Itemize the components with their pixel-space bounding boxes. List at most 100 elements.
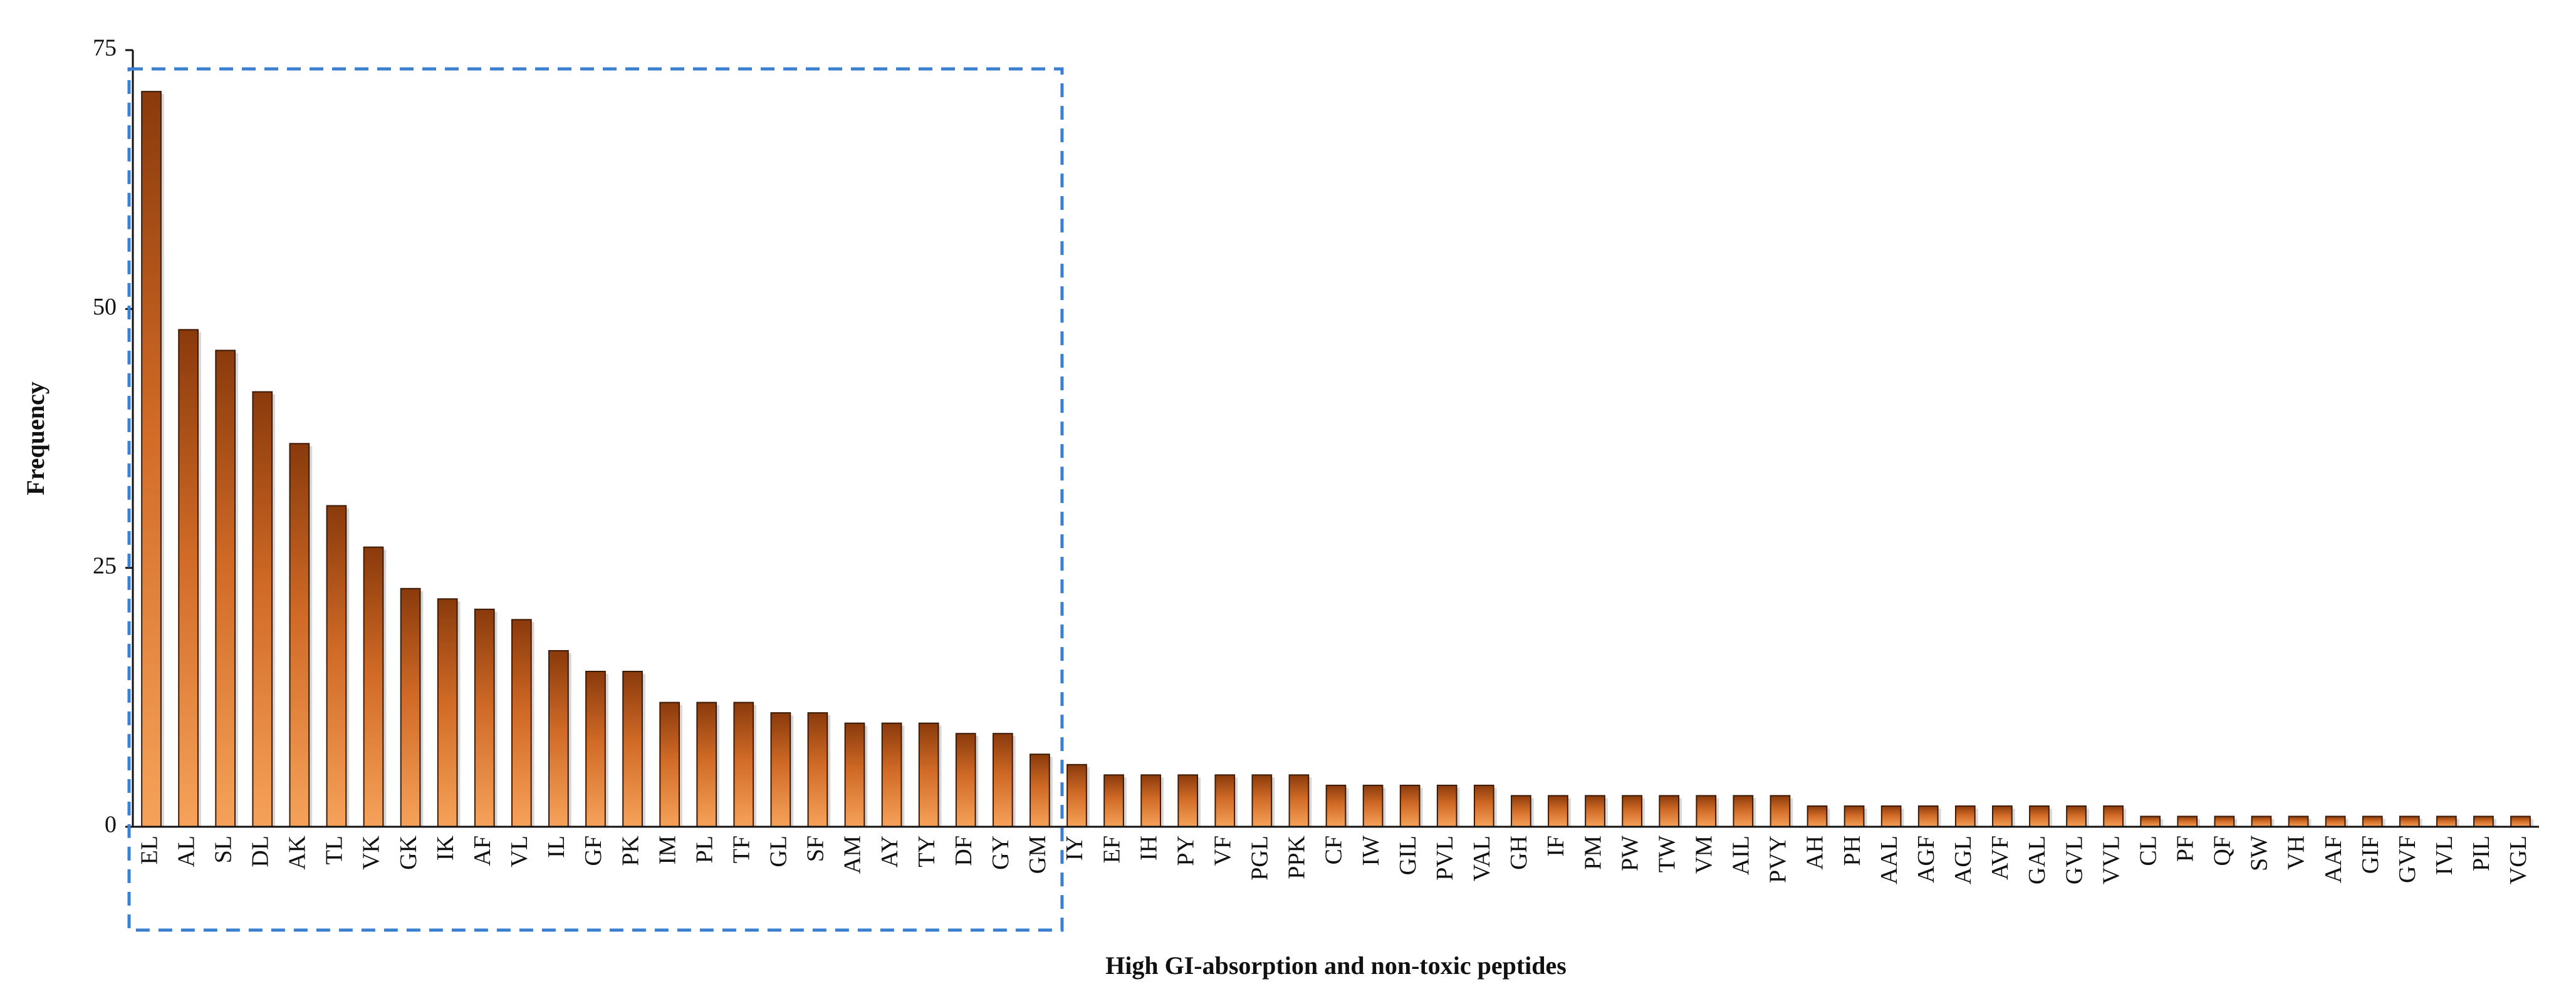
x-tick-label: VF xyxy=(1209,836,1236,866)
bar-pvl xyxy=(1436,784,1457,828)
x-tick-label: AK xyxy=(284,835,311,869)
x-tick-label: DL xyxy=(247,836,273,867)
bar-im xyxy=(659,701,680,827)
x-tick-label: TL xyxy=(321,836,348,864)
x-tick-label: AM xyxy=(840,836,866,874)
y-tick-label: 75 xyxy=(93,35,117,61)
bar-el xyxy=(141,91,162,828)
bar-sl xyxy=(215,349,236,827)
bar-vh xyxy=(2288,815,2309,828)
bar-gal xyxy=(2029,805,2050,828)
bar-avf xyxy=(1992,805,2013,828)
bar-al xyxy=(178,329,199,827)
bar-ik xyxy=(437,598,458,827)
bar-ivl xyxy=(2436,815,2457,828)
x-tick-label: GH xyxy=(1506,836,1532,870)
bar-vf xyxy=(1214,774,1236,828)
x-tick-label: VH xyxy=(2283,836,2310,870)
bar-agf xyxy=(1917,805,1939,828)
bar-il xyxy=(548,650,569,828)
x-tick-label: IL xyxy=(543,836,570,858)
x-tick-label: VL xyxy=(506,836,533,867)
bar-cl xyxy=(2140,815,2161,828)
bar-df xyxy=(955,733,976,827)
x-axis-title: High GI-absorption and non-toxic peptide… xyxy=(1105,951,1567,980)
x-tick-label: VM xyxy=(1691,836,1717,874)
bar-ah xyxy=(1807,805,1828,828)
x-tick-label: PK xyxy=(617,835,644,866)
bar-pil xyxy=(2473,815,2494,828)
x-tick-label: PF xyxy=(2172,836,2198,862)
x-tick-label: VGL xyxy=(2505,836,2532,884)
bar-gif xyxy=(2362,815,2383,828)
bar-pw xyxy=(1622,795,1642,828)
x-tick-label: AAF xyxy=(2320,836,2347,883)
y-tick-label: 25 xyxy=(93,552,117,579)
bar-pgl xyxy=(1251,774,1273,828)
x-tick-label: GF xyxy=(580,836,607,866)
x-tick-label: AVF xyxy=(1987,836,2013,880)
x-tick-label: DF xyxy=(951,836,977,866)
x-tick-label: IM xyxy=(654,836,681,864)
bar-aaf xyxy=(2325,815,2346,828)
bar-py xyxy=(1177,774,1199,828)
bar-sf xyxy=(807,712,828,827)
x-tick-label: IH xyxy=(1135,836,1162,861)
x-tick-label: PVY xyxy=(1765,836,1791,883)
x-tick-label: PW xyxy=(1617,836,1643,871)
bar-af xyxy=(474,608,495,827)
bar-vl xyxy=(511,619,532,827)
bar-aal xyxy=(1880,805,1902,828)
bar-pvy xyxy=(1770,795,1791,828)
x-tick-label: SW xyxy=(2246,836,2273,871)
y-tick-label: 0 xyxy=(105,812,117,838)
bar-tl xyxy=(326,505,347,827)
x-tick-label: GAL xyxy=(2024,836,2050,884)
x-tick-label: IK xyxy=(432,835,459,861)
bar-pk xyxy=(622,671,643,827)
x-tick-label: EL xyxy=(136,836,162,864)
y-tick-labels: 0 25 50 75 xyxy=(93,35,133,838)
bar-vk xyxy=(363,546,384,827)
bar-pl xyxy=(696,701,717,827)
x-tick-label: AH xyxy=(1802,836,1828,870)
bar-qf xyxy=(2214,815,2235,828)
x-tick-label: AL xyxy=(173,836,199,867)
x-tick-label: PM xyxy=(1580,836,1606,870)
bar-gil xyxy=(1399,784,1421,828)
x-tick-label: SF xyxy=(803,836,829,862)
x-tick-label: SL xyxy=(210,836,236,863)
x-tick-label: AF xyxy=(469,836,496,866)
bar-gh xyxy=(1511,795,1531,828)
x-tick-label: GIL xyxy=(1395,836,1421,875)
x-tick-label: GVF xyxy=(2394,836,2421,883)
bar-gvf xyxy=(2399,815,2420,828)
x-tick-label: VAL xyxy=(1469,836,1495,881)
x-tick-label: CL xyxy=(2135,836,2161,866)
bar-ay xyxy=(881,722,902,827)
x-tick-label: AGF xyxy=(1913,836,1939,883)
bar-ppk xyxy=(1288,774,1310,828)
x-tick-label: AY xyxy=(877,836,903,867)
bar-vvl xyxy=(2103,805,2124,828)
x-tick-label: PIL xyxy=(2468,836,2495,871)
bar-gl xyxy=(770,712,791,827)
bar-ty xyxy=(918,722,939,827)
y-axis-title: Frequency xyxy=(21,381,50,495)
bar-ef xyxy=(1103,774,1124,828)
x-tick-label: QF xyxy=(2209,836,2236,866)
x-tick-label: PVL xyxy=(1432,836,1458,881)
bar-iy xyxy=(1066,763,1087,828)
bar-gy xyxy=(992,733,1013,827)
x-tick-label: PGL xyxy=(1247,836,1273,881)
bar-gk xyxy=(400,587,421,827)
x-tick-label: AIL xyxy=(1728,836,1755,875)
bar-ail xyxy=(1733,795,1754,828)
bar-gf xyxy=(585,671,606,827)
x-tick-label: AGL xyxy=(1950,836,1976,884)
x-tick-label: IY xyxy=(1061,836,1088,861)
x-tick-label: VK xyxy=(358,835,385,869)
x-tick-label: PY xyxy=(1172,836,1199,866)
y-tick-label: 50 xyxy=(93,294,117,320)
